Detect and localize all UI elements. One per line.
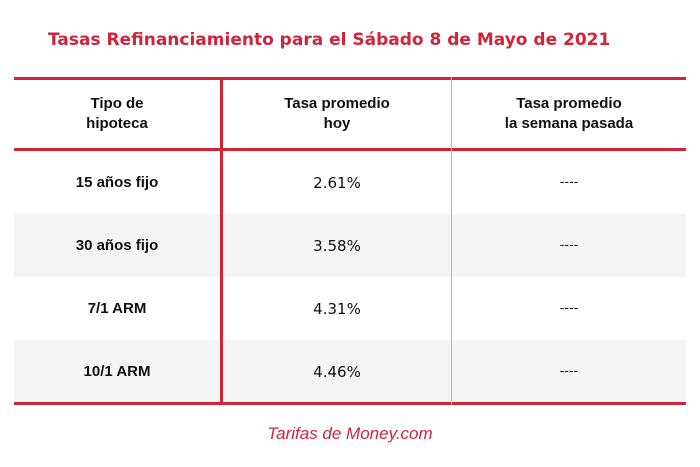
header-rate-today: Tasa promedio hoy	[223, 80, 451, 148]
header-text: hoy	[323, 115, 351, 132]
rate-last-week-cell: ----	[559, 301, 579, 316]
rate-today-cell: 4.31%	[313, 299, 361, 318]
rate-last-week-cell: ----	[559, 238, 579, 253]
mortgage-type-cell: 15 años fijo	[75, 174, 159, 191]
header-rate-last-week: Tasa promedio la semana pasada	[452, 80, 686, 148]
table-row: 15 años fijo 2.61% ----	[14, 151, 686, 214]
rate-last-week-cell: ----	[559, 175, 579, 190]
source-credit: Tarifas de Money.com	[267, 424, 433, 443]
table-row-shade	[14, 340, 686, 403]
mortgage-type-cell: 30 años fijo	[75, 237, 159, 254]
table-row: 10/1 ARM 4.46% ----	[14, 340, 686, 403]
table-row: 30 años fijo 3.58% ----	[14, 214, 686, 277]
table-row: 7/1 ARM 4.31% ----	[14, 277, 686, 340]
table-top-rule	[14, 77, 686, 80]
rate-today-cell: 4.46%	[313, 362, 361, 381]
header-text: hipoteca	[86, 115, 148, 132]
column-divider	[451, 77, 452, 405]
header-text: la semana pasada	[504, 115, 634, 132]
rate-today-cell: 3.58%	[313, 236, 361, 255]
header-text: Tipo de	[90, 95, 144, 112]
header-text: Tasa promedio	[516, 95, 622, 112]
table-bottom-rule	[14, 402, 686, 405]
header-mortgage-type: Tipo de hipoteca	[14, 80, 220, 148]
mortgage-type-cell: 7/1 ARM	[87, 300, 147, 317]
rate-last-week-cell: ----	[559, 364, 579, 379]
table-header-rule	[14, 148, 686, 151]
mortgage-type-cell: 10/1 ARM	[83, 363, 151, 380]
rate-today-cell: 2.61%	[313, 173, 361, 192]
page-title: Tasas Refinanciamiento para el Sábado 8 …	[48, 30, 611, 50]
column-divider	[220, 77, 223, 405]
table-row-shade	[14, 214, 686, 277]
header-text: Tasa promedio	[284, 95, 390, 112]
rates-table: Tipo de hipoteca Tasa promedio hoy Tasa …	[14, 77, 686, 405]
